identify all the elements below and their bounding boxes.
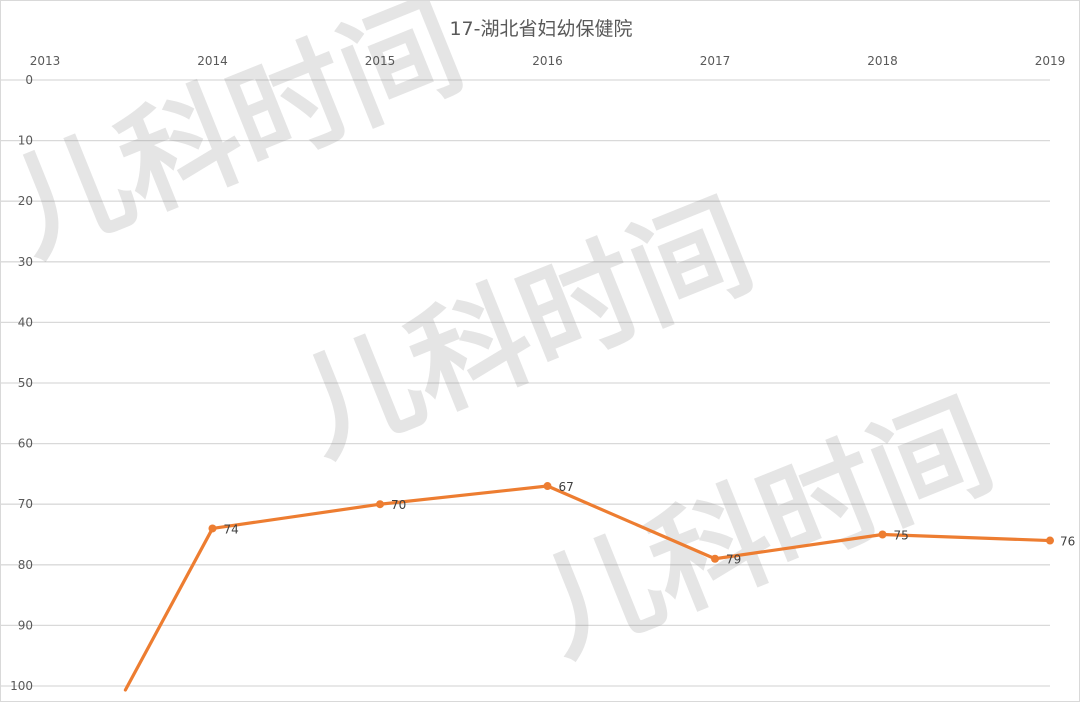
y-tick-label: 90	[18, 618, 33, 632]
y-tick-label: 70	[18, 497, 33, 511]
data-label: 70	[391, 498, 406, 512]
y-tick-label: 50	[18, 376, 33, 390]
x-tick-label: 2016	[532, 54, 563, 68]
y-tick-label: 100	[10, 679, 33, 693]
data-label: 79	[726, 553, 741, 567]
data-label: 76	[1060, 535, 1075, 549]
gridlines	[1, 79, 1050, 687]
x-tick-label: 2017	[700, 54, 731, 68]
y-tick-label: 40	[18, 315, 33, 329]
chart-title: 17-湖北省妇幼保健院	[449, 18, 632, 40]
x-tick-label: 2014	[197, 54, 228, 68]
data-label: 75	[894, 529, 909, 543]
data-point	[208, 524, 217, 533]
data-label: 67	[559, 480, 574, 494]
data-point	[878, 530, 887, 539]
y-tick-label: 20	[18, 194, 33, 208]
x-axis-labels: 2013 2014 2015 2016 2017 2018 2019	[30, 54, 1066, 68]
watermark-text: 儿科时间	[281, 176, 770, 481]
x-tick-label: 2018	[867, 54, 898, 68]
watermark-text: 儿科时间	[521, 376, 1010, 681]
data-point	[376, 500, 384, 509]
y-tick-label: 80	[18, 558, 33, 572]
y-tick-label: 60	[18, 437, 33, 451]
data-labels: 74 70 67 79 75 76	[224, 480, 1076, 567]
data-point	[711, 554, 719, 563]
data-label: 74	[224, 522, 239, 536]
x-tick-label: 2013	[30, 54, 61, 68]
y-tick-label: 0	[25, 73, 33, 87]
series-line	[123, 482, 1054, 692]
y-tick-label: 30	[18, 255, 33, 269]
data-point	[543, 482, 552, 491]
y-tick-label: 10	[18, 134, 33, 148]
x-tick-label: 2015	[365, 54, 396, 68]
y-axis-labels: 0 10 20 30 40 50 60 70 80 90 100	[10, 73, 33, 693]
data-point	[1046, 536, 1054, 545]
x-tick-label: 2019	[1035, 54, 1066, 68]
